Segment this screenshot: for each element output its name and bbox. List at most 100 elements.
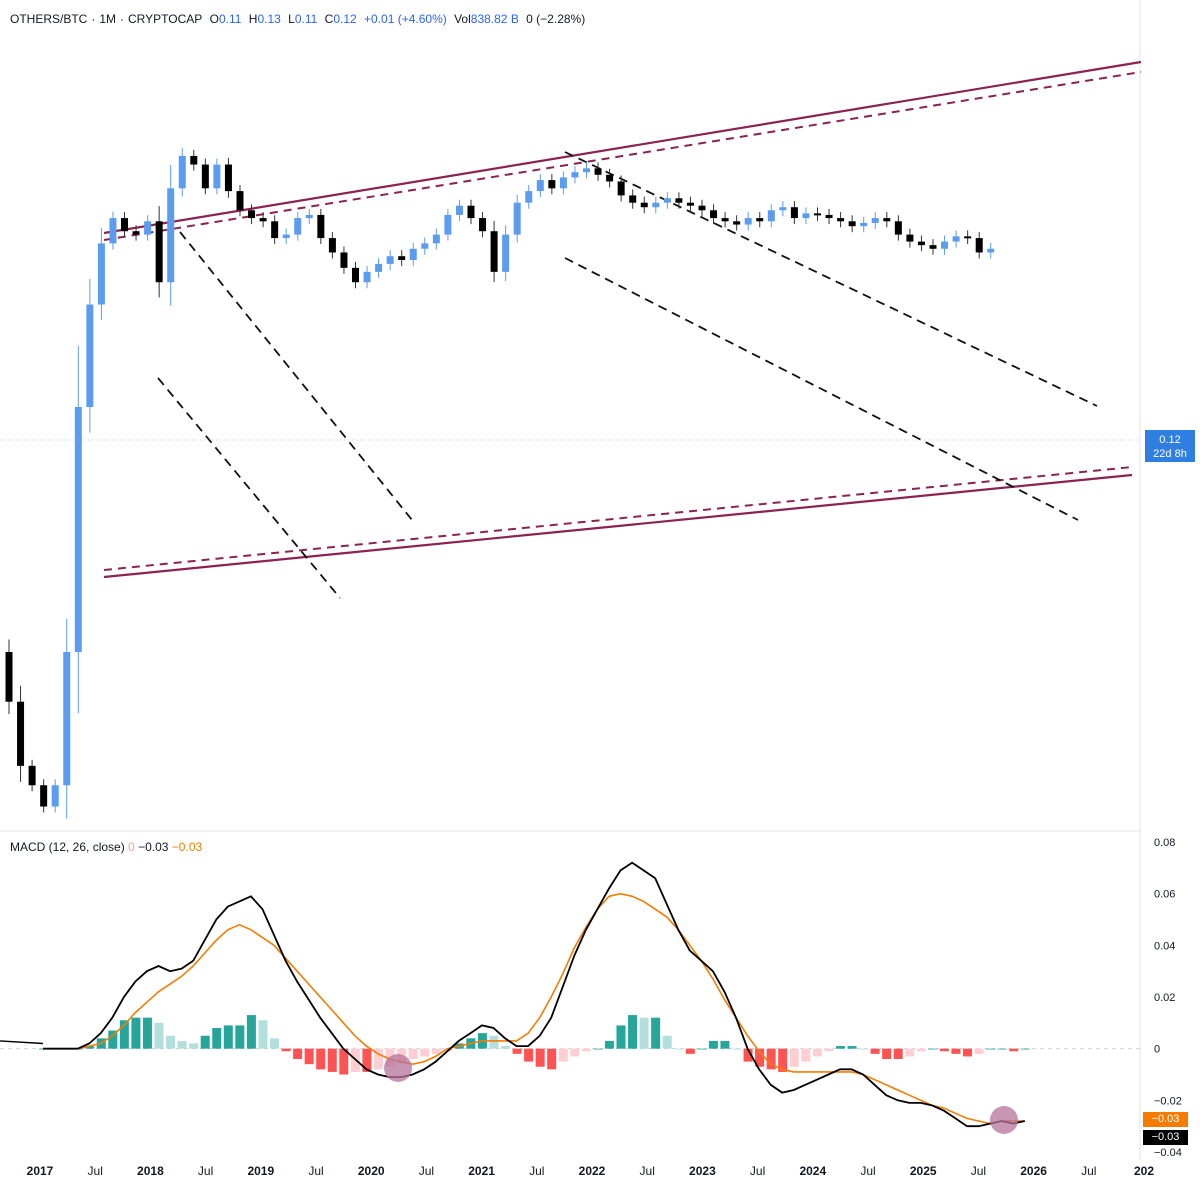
macd-histogram-bar [951,1048,961,1054]
macd-histogram-bar [859,1048,869,1050]
channel-lower-dashed-line [103,466,1133,571]
candle-body [40,785,48,807]
candle-body [328,238,336,253]
trend-line-3 [564,257,1079,521]
candle-body [86,304,94,408]
candle-body [756,218,764,222]
symbol-label[interactable]: OTHERS/BTC [10,12,88,26]
candle-body [790,207,798,219]
interval-label[interactable]: 1M [99,12,117,26]
time-axis-tick: Jul [640,1164,655,1178]
macd-histogram-bar [835,1046,845,1049]
candle-body [490,231,498,272]
time-axis-tick: 2025 [910,1164,937,1178]
candle-body [386,256,394,264]
macd-histogram-bar [939,1048,949,1052]
macd-histogram-bar [870,1048,880,1054]
candle-body [74,407,82,652]
candle-body [941,241,949,249]
candle-body [282,234,290,239]
candle-body [259,218,267,222]
time-axis-tick: Jul [308,1164,323,1178]
candle-body [178,155,186,189]
candle-body [155,221,163,283]
trend-line-2 [564,151,1098,407]
time-axis-tick: Jul [198,1164,213,1178]
macd-histogram-bar [142,1017,152,1049]
candle-body [409,248,417,261]
time-axis-tick: Jul [419,1164,434,1178]
macd-histogram-bar [963,1048,972,1057]
macd-axis-tick: 0.08 [1154,837,1175,849]
macd-histogram-bar [697,1048,707,1050]
macd-histogram-bar [651,1017,661,1049]
macd-hist-value: 0 [128,840,135,854]
candle-body [421,243,429,249]
sep-dot: · [120,12,125,26]
close-label: C [324,12,334,26]
candle-body [525,191,533,203]
time-axis-tick: Jul [88,1164,103,1178]
macd-histogram-bar [373,1048,383,1070]
macd-histogram-bar [501,1046,510,1049]
signal-tag: −0.03 [1143,1112,1188,1127]
candle-body [548,180,556,189]
macd-histogram-bar [212,1028,222,1049]
macd-histogram-bar [847,1046,857,1049]
macd-histogram-bar [431,1048,441,1054]
time-axis-tick: 2020 [358,1164,385,1178]
candle-body [917,241,925,246]
candle-body [51,785,59,807]
macd-histogram-bar [593,1048,603,1050]
candle-body [929,245,937,249]
macd-histogram-bar [812,1048,822,1057]
macd-histogram-bar [997,1048,1007,1050]
time-axis-tick: 2018 [137,1164,164,1178]
candle-body [640,202,648,208]
candle-body [513,202,521,235]
macd-histogram-bar [177,1040,187,1049]
low-label: L [288,12,295,26]
macd-histogram-bar [558,1048,568,1062]
time-axis-tick: Jul [860,1164,875,1178]
candle-body [236,191,244,211]
candle-body [606,174,614,182]
candle-body [952,236,960,242]
candle-body [686,202,694,206]
candle-body [663,198,671,203]
channel-upper-dashed-line [103,71,1142,241]
macd-histogram-bar [604,1040,614,1049]
macd-histogram-bar [189,1043,199,1049]
candle-body [825,214,833,219]
candle-body [779,207,787,211]
macd-line [43,861,1025,1128]
close-value: 0.12 [333,12,357,26]
macd-histogram-bar [755,1048,765,1067]
candle-body [710,210,718,219]
exchange-label: CRYPTOCAP [128,12,203,26]
macd-histogram-bar [223,1025,233,1049]
macd-histogram-bar [131,1017,141,1049]
trend-line-0 [179,231,413,521]
macd-histogram-bar [420,1048,430,1057]
macd-histogram-bar [512,1048,522,1054]
macd-histogram-bar [674,1048,684,1050]
macd-label[interactable]: MACD (12, 26, close) [10,840,125,854]
macd-line-lead [0,1040,44,1045]
time-axis-tick: 2023 [689,1164,716,1178]
macd-histogram-bar [235,1025,245,1049]
candle-body [97,243,105,305]
candle-body [733,221,741,225]
candle-body [432,234,440,244]
candle-body [28,765,36,786]
time-axis-tick: 2021 [468,1164,495,1178]
time-axis-tick: 2026 [1020,1164,1047,1178]
candle-body [398,256,406,261]
macd-histogram-bar [778,1048,788,1072]
time-axis-tick: Jul [1081,1164,1096,1178]
time-axis-tick: 2024 [799,1164,826,1178]
macd-histogram-bar [628,1015,638,1049]
time-axis-tick: Jul [971,1164,986,1178]
macd-histogram-bar [489,1035,499,1049]
